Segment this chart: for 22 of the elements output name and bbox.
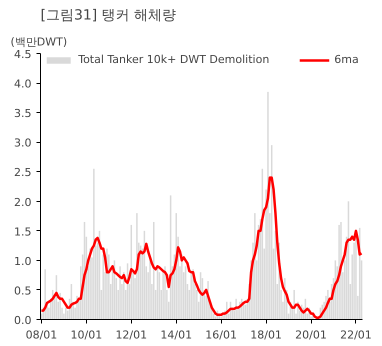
y-tick-label: 4.0 <box>14 78 32 91</box>
x-tick-label: 22/01 <box>340 328 372 342</box>
x-tick-label: 12/01 <box>115 328 148 342</box>
y-tick-label: 3.0 <box>14 136 32 150</box>
x-tick-label: 10/01 <box>70 328 102 342</box>
y-axis-title: (백만DWT) <box>10 36 68 48</box>
y-tick-label: 0.5 <box>14 284 32 298</box>
x-tick-label: 14/01 <box>160 328 192 342</box>
x-tick-label: 20/01 <box>295 328 327 342</box>
y-tick-label: 0.0 <box>14 314 32 327</box>
legend-label: Total Tanker 10k+ DWT Demolition <box>78 53 270 66</box>
y-tick-label: 1.5 <box>14 225 32 238</box>
x-tick-label: 16/01 <box>205 328 238 342</box>
y-tick-label: 2.0 <box>14 196 32 209</box>
chart-title: [그림31] 탱커 해체량 <box>40 8 176 24</box>
legend-label: 6ma <box>334 53 359 66</box>
y-tick-label: 2.5 <box>14 166 32 180</box>
y-tick-label: 4.5 <box>14 48 32 61</box>
x-tick-label: 18/01 <box>250 328 282 342</box>
y-tick-label: 1.0 <box>14 254 32 268</box>
y-tick-label: 3.5 <box>14 107 32 120</box>
x-tick-label: 08/01 <box>26 328 58 342</box>
